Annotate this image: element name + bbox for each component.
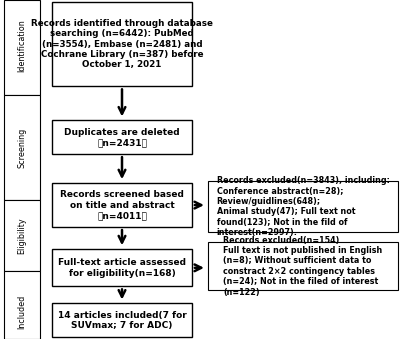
Text: Records excluded(n=3843), including:
Conference abstract(n=28);
Review/guidlines: Records excluded(n=3843), including: Con… [216,176,390,237]
Text: Records excluded(n=154)
Full text is not published in English
(n=8); Without suf: Records excluded(n=154) Full text is not… [223,236,383,297]
FancyBboxPatch shape [52,183,192,227]
Text: Included: Included [18,295,26,329]
FancyBboxPatch shape [4,200,40,271]
Text: Records identified through database
searching (n=6442): PubMed
(n=3554), Embase : Records identified through database sear… [31,19,213,69]
FancyBboxPatch shape [52,249,192,286]
Text: 14 articles included(7 for
SUVmax; 7 for ADC): 14 articles included(7 for SUVmax; 7 for… [58,311,186,330]
FancyBboxPatch shape [52,120,192,154]
Text: Screening: Screening [18,127,26,167]
FancyBboxPatch shape [52,2,192,86]
Text: Eligibility: Eligibility [18,217,26,254]
FancyBboxPatch shape [208,242,398,290]
Text: Identification: Identification [18,19,26,72]
FancyBboxPatch shape [4,95,40,200]
FancyBboxPatch shape [208,181,398,232]
FancyBboxPatch shape [4,0,40,95]
FancyBboxPatch shape [52,303,192,337]
Text: Full-text article assessed
for eligibility(n=168): Full-text article assessed for eligibili… [58,258,186,278]
Text: Records screened based
on title and abstract
（n=4011）: Records screened based on title and abst… [60,190,184,220]
FancyBboxPatch shape [4,271,40,339]
Text: Duplicates are deleted
（n=2431）: Duplicates are deleted （n=2431） [64,127,180,147]
